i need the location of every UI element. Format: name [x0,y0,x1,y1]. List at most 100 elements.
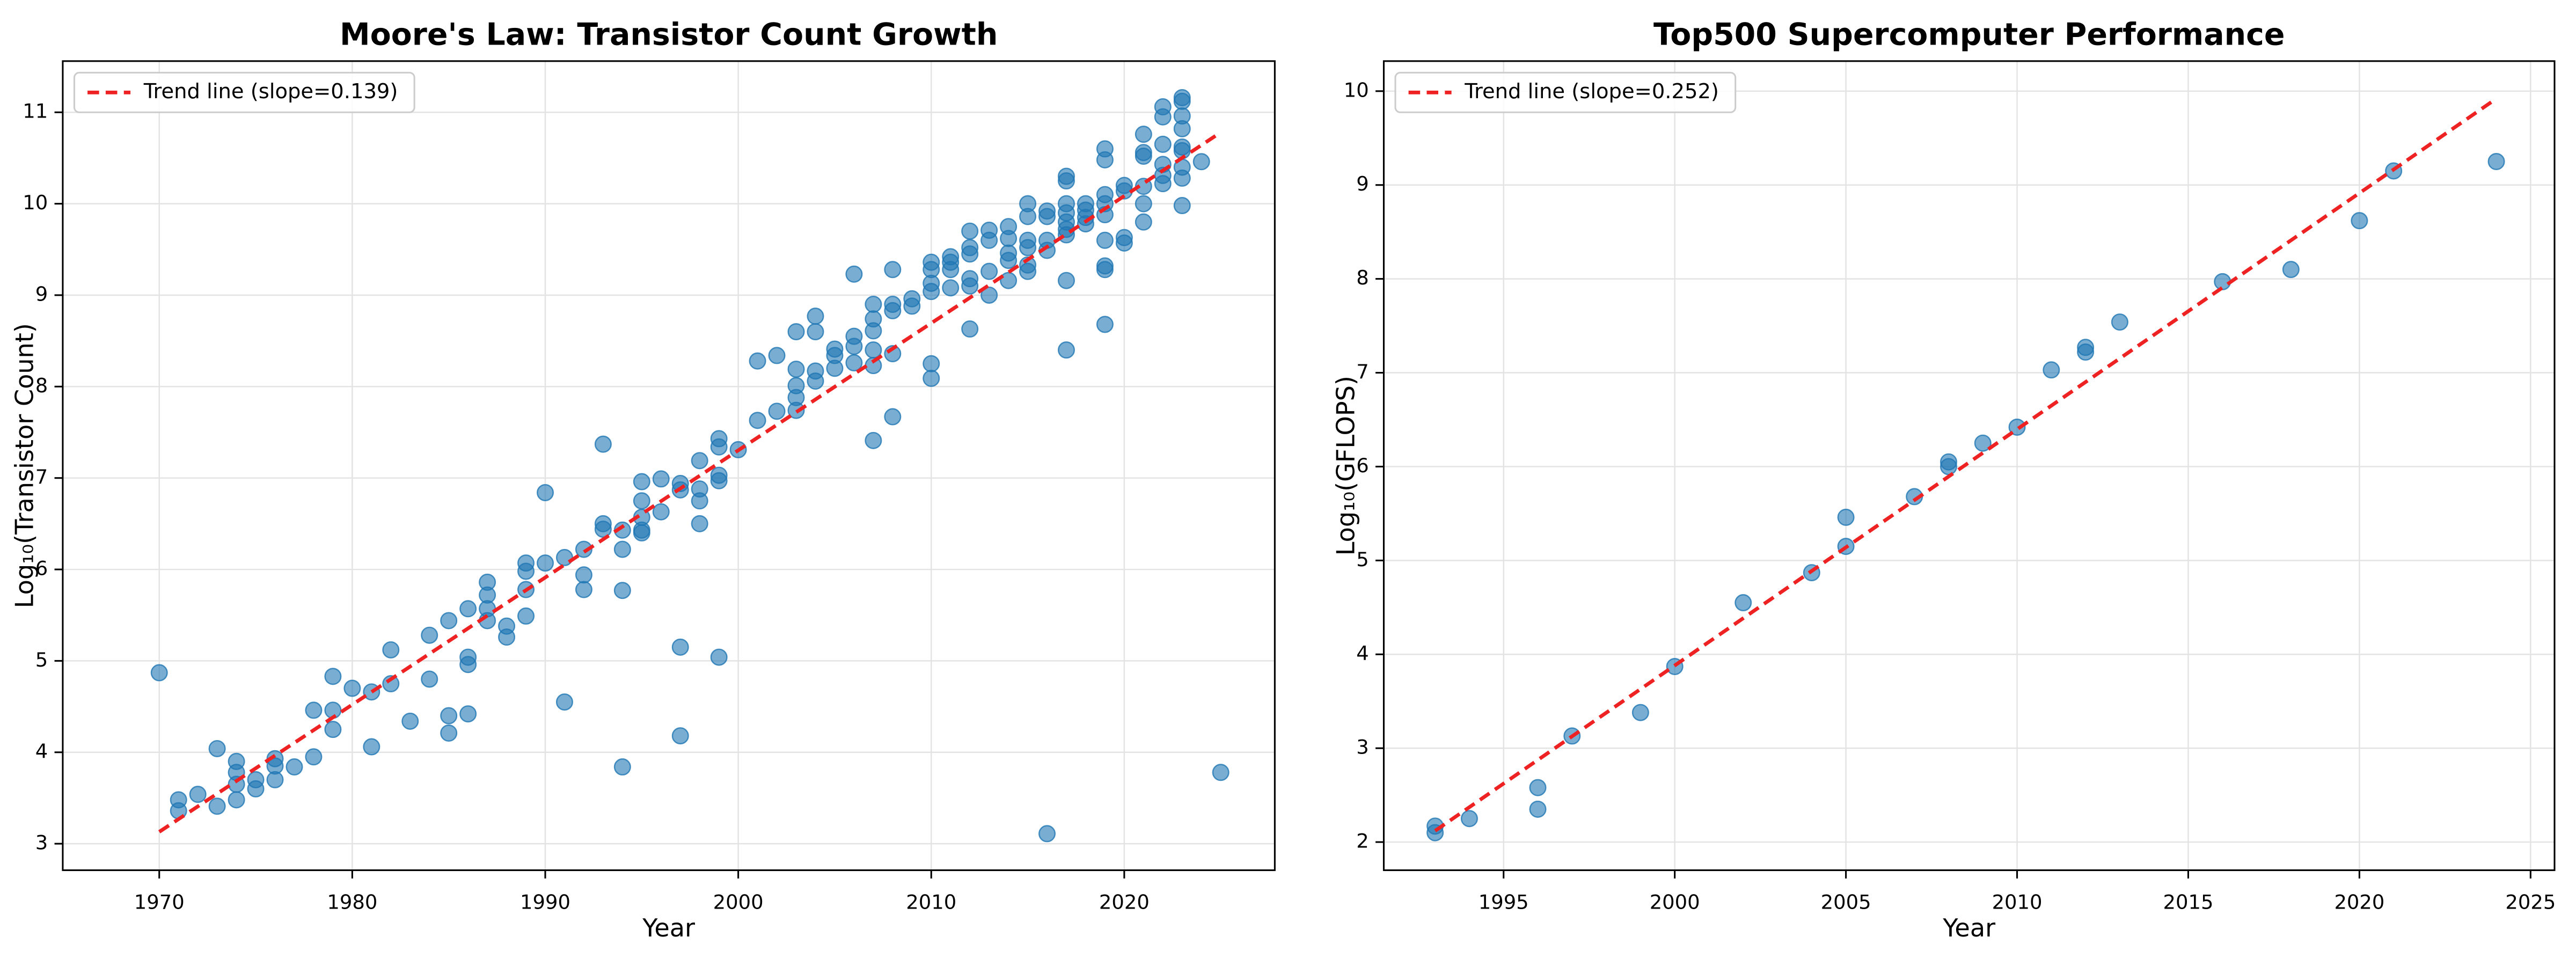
y-tick-label: 4 [35,740,48,763]
legend-label: Trend line (slope=0.252) [1464,79,1719,104]
point [343,679,361,697]
point [1096,261,1114,279]
legend-box [73,71,415,113]
point [2077,339,2095,356]
point [865,296,882,313]
x-tick-label: 1995 [1479,891,1529,914]
y-tick-label: 2 [1356,830,1368,853]
point [787,360,805,378]
point [1135,195,1152,213]
point [884,261,902,279]
point [1529,779,1547,796]
point [1460,810,1478,828]
y-tick-label: 10 [1344,78,1369,101]
point [923,369,940,387]
y-tick-label: 9 [1356,172,1368,195]
point [845,265,863,283]
point [865,322,882,340]
point [536,554,554,572]
point [1173,92,1191,110]
x-tick-label: 2010 [906,891,956,914]
point [2487,152,2505,170]
point [961,222,979,240]
point [1019,208,1037,225]
point [865,431,882,449]
point [903,297,921,315]
plot-frame [62,60,1276,872]
point [2111,313,2128,331]
point [1173,120,1191,137]
x-axis-label: Year [642,913,695,942]
trend-line [158,130,1222,833]
point [1735,594,1752,612]
x-tick-label: 1970 [134,891,185,914]
point [228,791,245,809]
point [1529,800,1547,818]
y-tick-label: 6 [35,557,48,580]
point [980,262,998,280]
point [845,354,863,372]
point [517,562,535,580]
point [2043,361,2060,379]
legend: Trend line (slope=0.139) [73,71,415,113]
y-tick-label: 3 [35,831,48,854]
y-tick-label: 7 [1356,360,1368,383]
point [536,484,554,501]
point [1135,213,1152,231]
point [401,712,419,730]
point [1837,508,1855,526]
point [1096,316,1114,333]
point [1631,704,1649,721]
point [208,740,226,757]
point [2282,261,2300,279]
point [710,438,728,456]
point [324,668,342,685]
point [382,641,400,658]
point [749,352,766,370]
point [691,515,708,532]
y-tick-label: 11 [23,100,48,123]
y-tick-label: 5 [35,648,48,671]
point [749,412,766,429]
point [1000,230,1018,247]
point [1135,148,1152,165]
point [1212,764,1230,781]
point [440,724,458,742]
point [1173,169,1191,187]
point [652,470,670,488]
point [2008,418,2026,436]
x-tick-label: 1980 [327,891,377,914]
point [942,261,960,279]
point [575,540,592,558]
point [1057,272,1075,289]
point [691,452,708,470]
point [613,582,631,599]
point [1154,175,1172,193]
point [613,540,631,558]
point [633,492,650,510]
chart-title: Moore's Law: Transistor Count Growth [340,17,998,52]
point [575,566,592,584]
point [305,701,323,719]
point [247,780,265,797]
point [980,231,998,249]
legend: Trend line (slope=0.252) [1394,71,1737,113]
point [807,308,824,325]
y-axis-label: Log₁₀(Transistor Count) [10,323,39,608]
x-tick-label: 2020 [1099,891,1150,914]
point [652,503,670,521]
y-tick-label: 6 [1356,454,1368,477]
point [1192,153,1210,171]
point [517,607,535,625]
point [1154,108,1172,126]
point [613,758,631,776]
point [1038,208,1056,225]
point [286,758,303,776]
x-tick-label: 2025 [2505,891,2556,914]
point [768,347,786,364]
point [923,355,940,372]
point [1000,252,1018,269]
point [1173,197,1191,215]
point [1057,341,1075,359]
